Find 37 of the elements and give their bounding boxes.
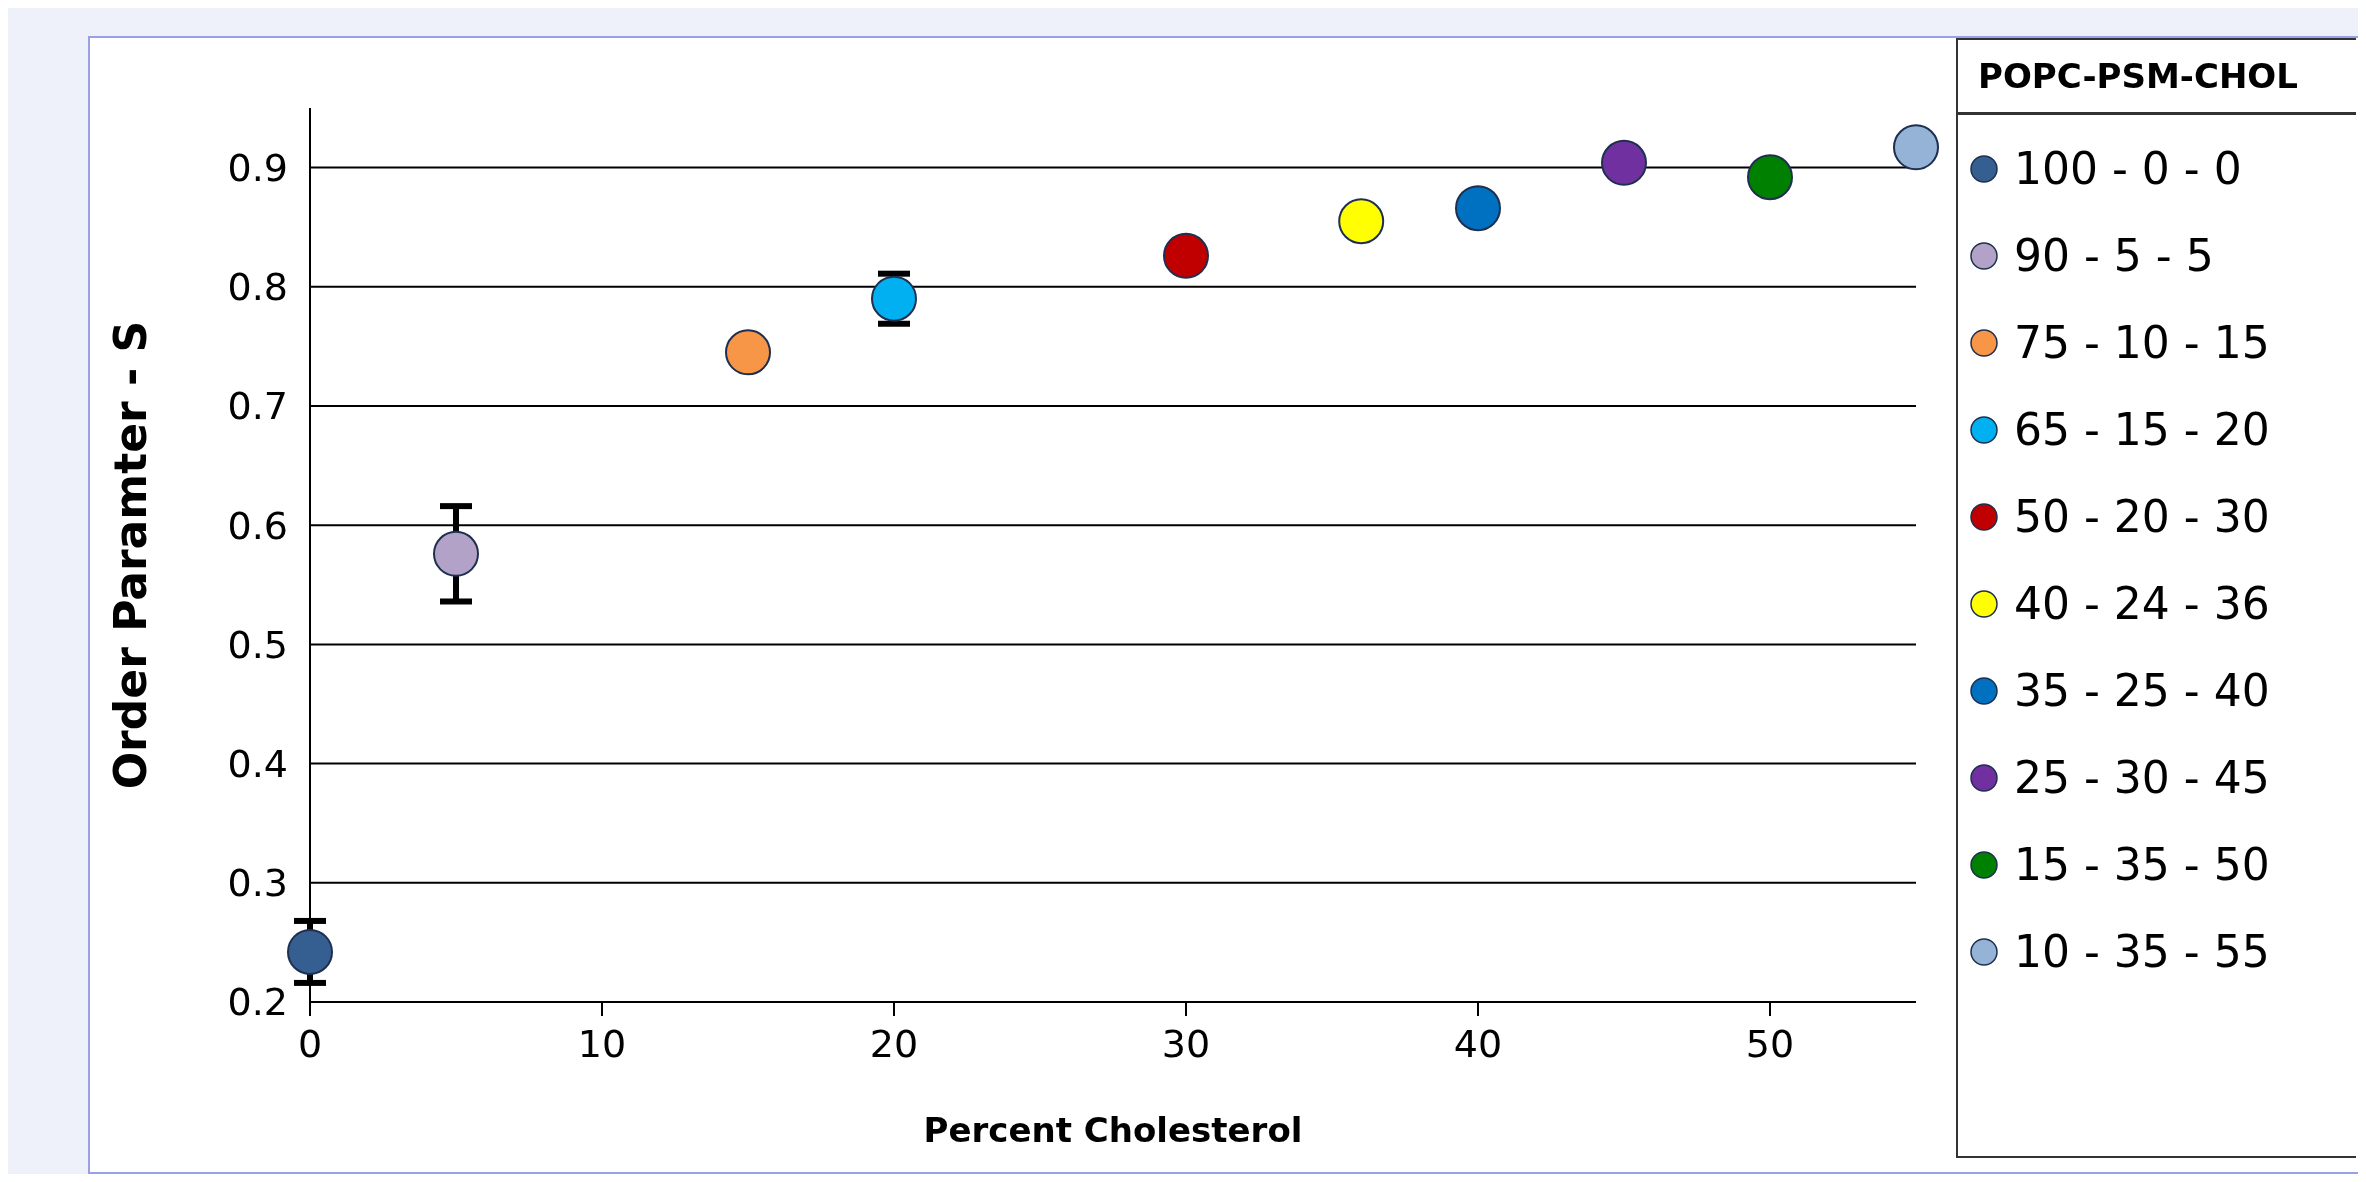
point: [1455, 185, 1501, 232]
legend-label: 15 - 35 - 50: [2014, 839, 2270, 890]
x-tick-label: 20: [869, 1021, 919, 1066]
x-axis-title: Percent Cholesterol: [923, 1110, 1303, 1150]
y-tick-label: 0.9: [227, 146, 288, 191]
y-tick-label: 0.5: [227, 622, 288, 667]
legend-label: 25 - 30 - 45: [2014, 752, 2270, 803]
y-tick-label: 0.3: [227, 861, 288, 906]
y-axis-title: Order Paramter - S: [104, 320, 156, 790]
point: [433, 530, 479, 577]
x-tick-label: 40: [1453, 1021, 1503, 1066]
point: [1163, 232, 1209, 279]
legend-label: 40 - 24 - 36: [2014, 578, 2270, 629]
legend-label: 35 - 25 - 40: [2014, 665, 2270, 716]
point: [1893, 124, 1939, 171]
legend-label: 10 - 35 - 55: [2014, 926, 2270, 977]
y-tick-label: 0.2: [227, 980, 288, 1025]
x-tick-label: 10: [577, 1021, 627, 1066]
point: [725, 329, 771, 376]
point: [1601, 139, 1647, 186]
legend-label: 100 - 0 - 0: [2014, 143, 2242, 194]
point: [871, 275, 917, 322]
legend-label: 90 - 5 - 5: [2014, 230, 2214, 281]
legend-title: POPC-PSM-CHOL: [1958, 40, 2356, 115]
legend-label: 50 - 20 - 30: [2014, 491, 2270, 542]
point: [1747, 154, 1793, 201]
y-tick-label: 0.8: [227, 265, 288, 310]
y-tick-label: 0.7: [227, 384, 288, 429]
legend-label: 75 - 10 - 15: [2014, 317, 2270, 368]
x-tick-label: 30: [1161, 1021, 1211, 1066]
x-tick-label: 0: [297, 1021, 323, 1066]
y-tick-label: 0.4: [227, 742, 288, 787]
point: [287, 928, 333, 975]
y-tick-label: 0.6: [227, 503, 288, 548]
legend-label: 65 - 15 - 20: [2014, 404, 2270, 455]
point: [1338, 198, 1385, 245]
x-tick-label: 50: [1745, 1021, 1795, 1066]
